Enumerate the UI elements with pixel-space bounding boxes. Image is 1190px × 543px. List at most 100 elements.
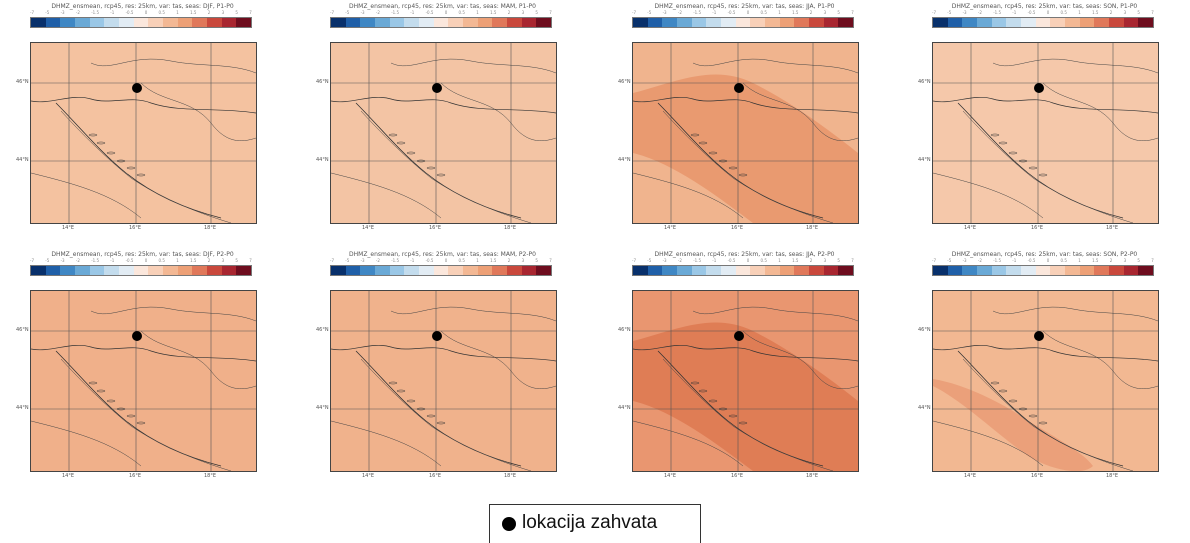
colorbar-swatch — [947, 18, 963, 27]
colorbar-swatch — [823, 266, 839, 275]
colorbar-swatch — [404, 18, 420, 27]
map-panel: DHMZ_ensmean, rcp45, res: 25km, var: tas… — [617, 248, 872, 483]
island — [698, 141, 708, 145]
colorbar-swatch — [809, 266, 824, 275]
colorbar-tick-label: -2 — [75, 10, 80, 15]
colorbar-swatch — [177, 18, 193, 27]
colorbar-swatch — [1021, 266, 1036, 275]
colorbar-tick-label: 1 — [1078, 10, 1081, 15]
colorbar-tick-label: 0.5 — [158, 10, 165, 15]
colorbar-tick-label: 0 — [444, 258, 448, 263]
colorbar-swatch — [31, 266, 46, 275]
colorbar-tick-label: -0.5 — [1027, 258, 1036, 263]
colorbar-swatch — [45, 18, 61, 27]
colorbar-swatch — [45, 266, 61, 275]
colorbar-tick-label: 1.5 — [1092, 258, 1099, 263]
colorbar-swatch — [448, 266, 464, 275]
contour-line — [31, 172, 142, 219]
colorbar-swatch — [360, 266, 376, 275]
colorbar-tick-label: -5 — [345, 258, 350, 263]
colorbar-swatch — [647, 18, 663, 27]
colorbar-swatch — [419, 266, 434, 275]
contour-line — [360, 358, 532, 471]
contour-line — [633, 172, 744, 219]
y-tick-label: 44°N — [316, 405, 329, 411]
contour-line — [31, 420, 142, 467]
island — [388, 133, 398, 137]
colorbar-tick-label: -2 — [677, 258, 682, 263]
colorbar-swatch — [536, 266, 552, 275]
colorbar-swatch — [691, 18, 707, 27]
x-tick-label: 16°E — [1031, 473, 1044, 479]
y-tick-label: 46°N — [316, 327, 329, 333]
colorbar-tick-label: 1 — [176, 10, 179, 15]
y-tick-label: 44°N — [918, 405, 931, 411]
contour-line — [331, 172, 442, 219]
island — [106, 399, 116, 403]
country-border — [331, 96, 556, 114]
colorbar-swatch — [521, 266, 537, 275]
colorbar-tick-label: 3 — [221, 258, 225, 263]
colorbar-ticks: -7 -5 -3 -2 -1.5 -1 -0.5 0 0.5 1 1.5 2 3 5 7 — [632, 10, 854, 15]
location-marker-icon — [1034, 83, 1044, 93]
contour-line — [1042, 82, 1158, 141]
island — [728, 414, 738, 418]
colorbar-swatch — [962, 266, 978, 275]
colorbar-tick-label: 5 — [1137, 258, 1140, 263]
island — [136, 173, 146, 177]
colorbar-tick-label: 2 — [207, 258, 211, 263]
map-fill — [933, 43, 1158, 223]
colorbar-swatch — [933, 18, 948, 27]
colorbar-tick-label: -5 — [45, 258, 50, 263]
colorbar-tick-label: 2 — [1109, 10, 1113, 15]
colorbar-tick-label: 3 — [1123, 258, 1127, 263]
colorbar — [632, 17, 854, 28]
y-tick-label: 44°N — [918, 157, 931, 163]
contour-line — [742, 82, 858, 141]
map-panel: DHMZ_ensmean, rcp45, res: 25km, var: tas… — [917, 0, 1172, 235]
panel-title: DHMZ_ensmean, rcp45, res: 25km, var: tas… — [951, 251, 1138, 258]
colorbar — [30, 17, 252, 28]
colorbar-tick-label: -1 — [712, 258, 717, 263]
x-tick-label: 14°E — [664, 473, 677, 479]
colorbar-swatch — [962, 18, 978, 27]
island — [96, 141, 106, 145]
contour-line — [331, 420, 442, 467]
x-tick-label: 16°E — [129, 225, 142, 231]
contour-line — [390, 306, 556, 322]
colorbar-tick-label: -0.5 — [425, 10, 434, 15]
colorbar-tick-label: 1 — [176, 258, 179, 263]
map-area — [932, 290, 1159, 472]
colorbar-tick-label: 7 — [249, 258, 252, 263]
colorbar-tick-label: -1.5 — [693, 258, 701, 263]
map-panel: DHMZ_ensmean, rcp45, res: 25km, var: tas… — [617, 0, 872, 235]
panel-title: DHMZ_ensmean, rcp45, res: 25km, var: tas… — [51, 3, 234, 10]
colorbar-swatch — [1079, 18, 1095, 27]
map-area — [632, 42, 859, 224]
colorbar-ticks: -7 -5 -3 -2 -1.5 -1 -0.5 0 0.5 1 1.5 2 3 5 7 — [330, 258, 552, 263]
colorbar-tick-label: 2 — [507, 258, 511, 263]
colorbar — [932, 265, 1154, 276]
colorbar-swatch — [1094, 266, 1110, 275]
colorbar-swatch — [947, 266, 963, 275]
country-border — [31, 344, 256, 362]
colorbar-tick-label: 7 — [1151, 258, 1154, 263]
colorbar-swatch — [104, 266, 120, 275]
colorbar-swatch — [1138, 18, 1154, 27]
colorbar-tick-label: 0 — [144, 258, 148, 263]
colorbar-swatch — [706, 266, 722, 275]
panel-title: DHMZ_ensmean, rcp45, res: 25km, var: tas… — [654, 251, 835, 258]
map-panel: DHMZ_ensmean, rcp45, res: 25km, var: tas… — [315, 248, 570, 483]
colorbar-tick-label: 2 — [207, 10, 211, 15]
colorbar-tick-label: 7 — [249, 10, 252, 15]
colorbar-swatch — [1109, 18, 1124, 27]
colorbar-swatch — [133, 266, 149, 275]
contour-line — [962, 110, 1134, 223]
colorbar-tick-label: 1 — [476, 10, 479, 15]
colorbar-swatch — [31, 18, 46, 27]
colorbar-swatch — [507, 18, 522, 27]
colorbar-swatch — [1035, 266, 1051, 275]
colorbar-swatch — [765, 266, 780, 275]
colorbar-tick-label: -2 — [677, 10, 682, 15]
colorbar-tick-label: 0 — [1046, 10, 1050, 15]
